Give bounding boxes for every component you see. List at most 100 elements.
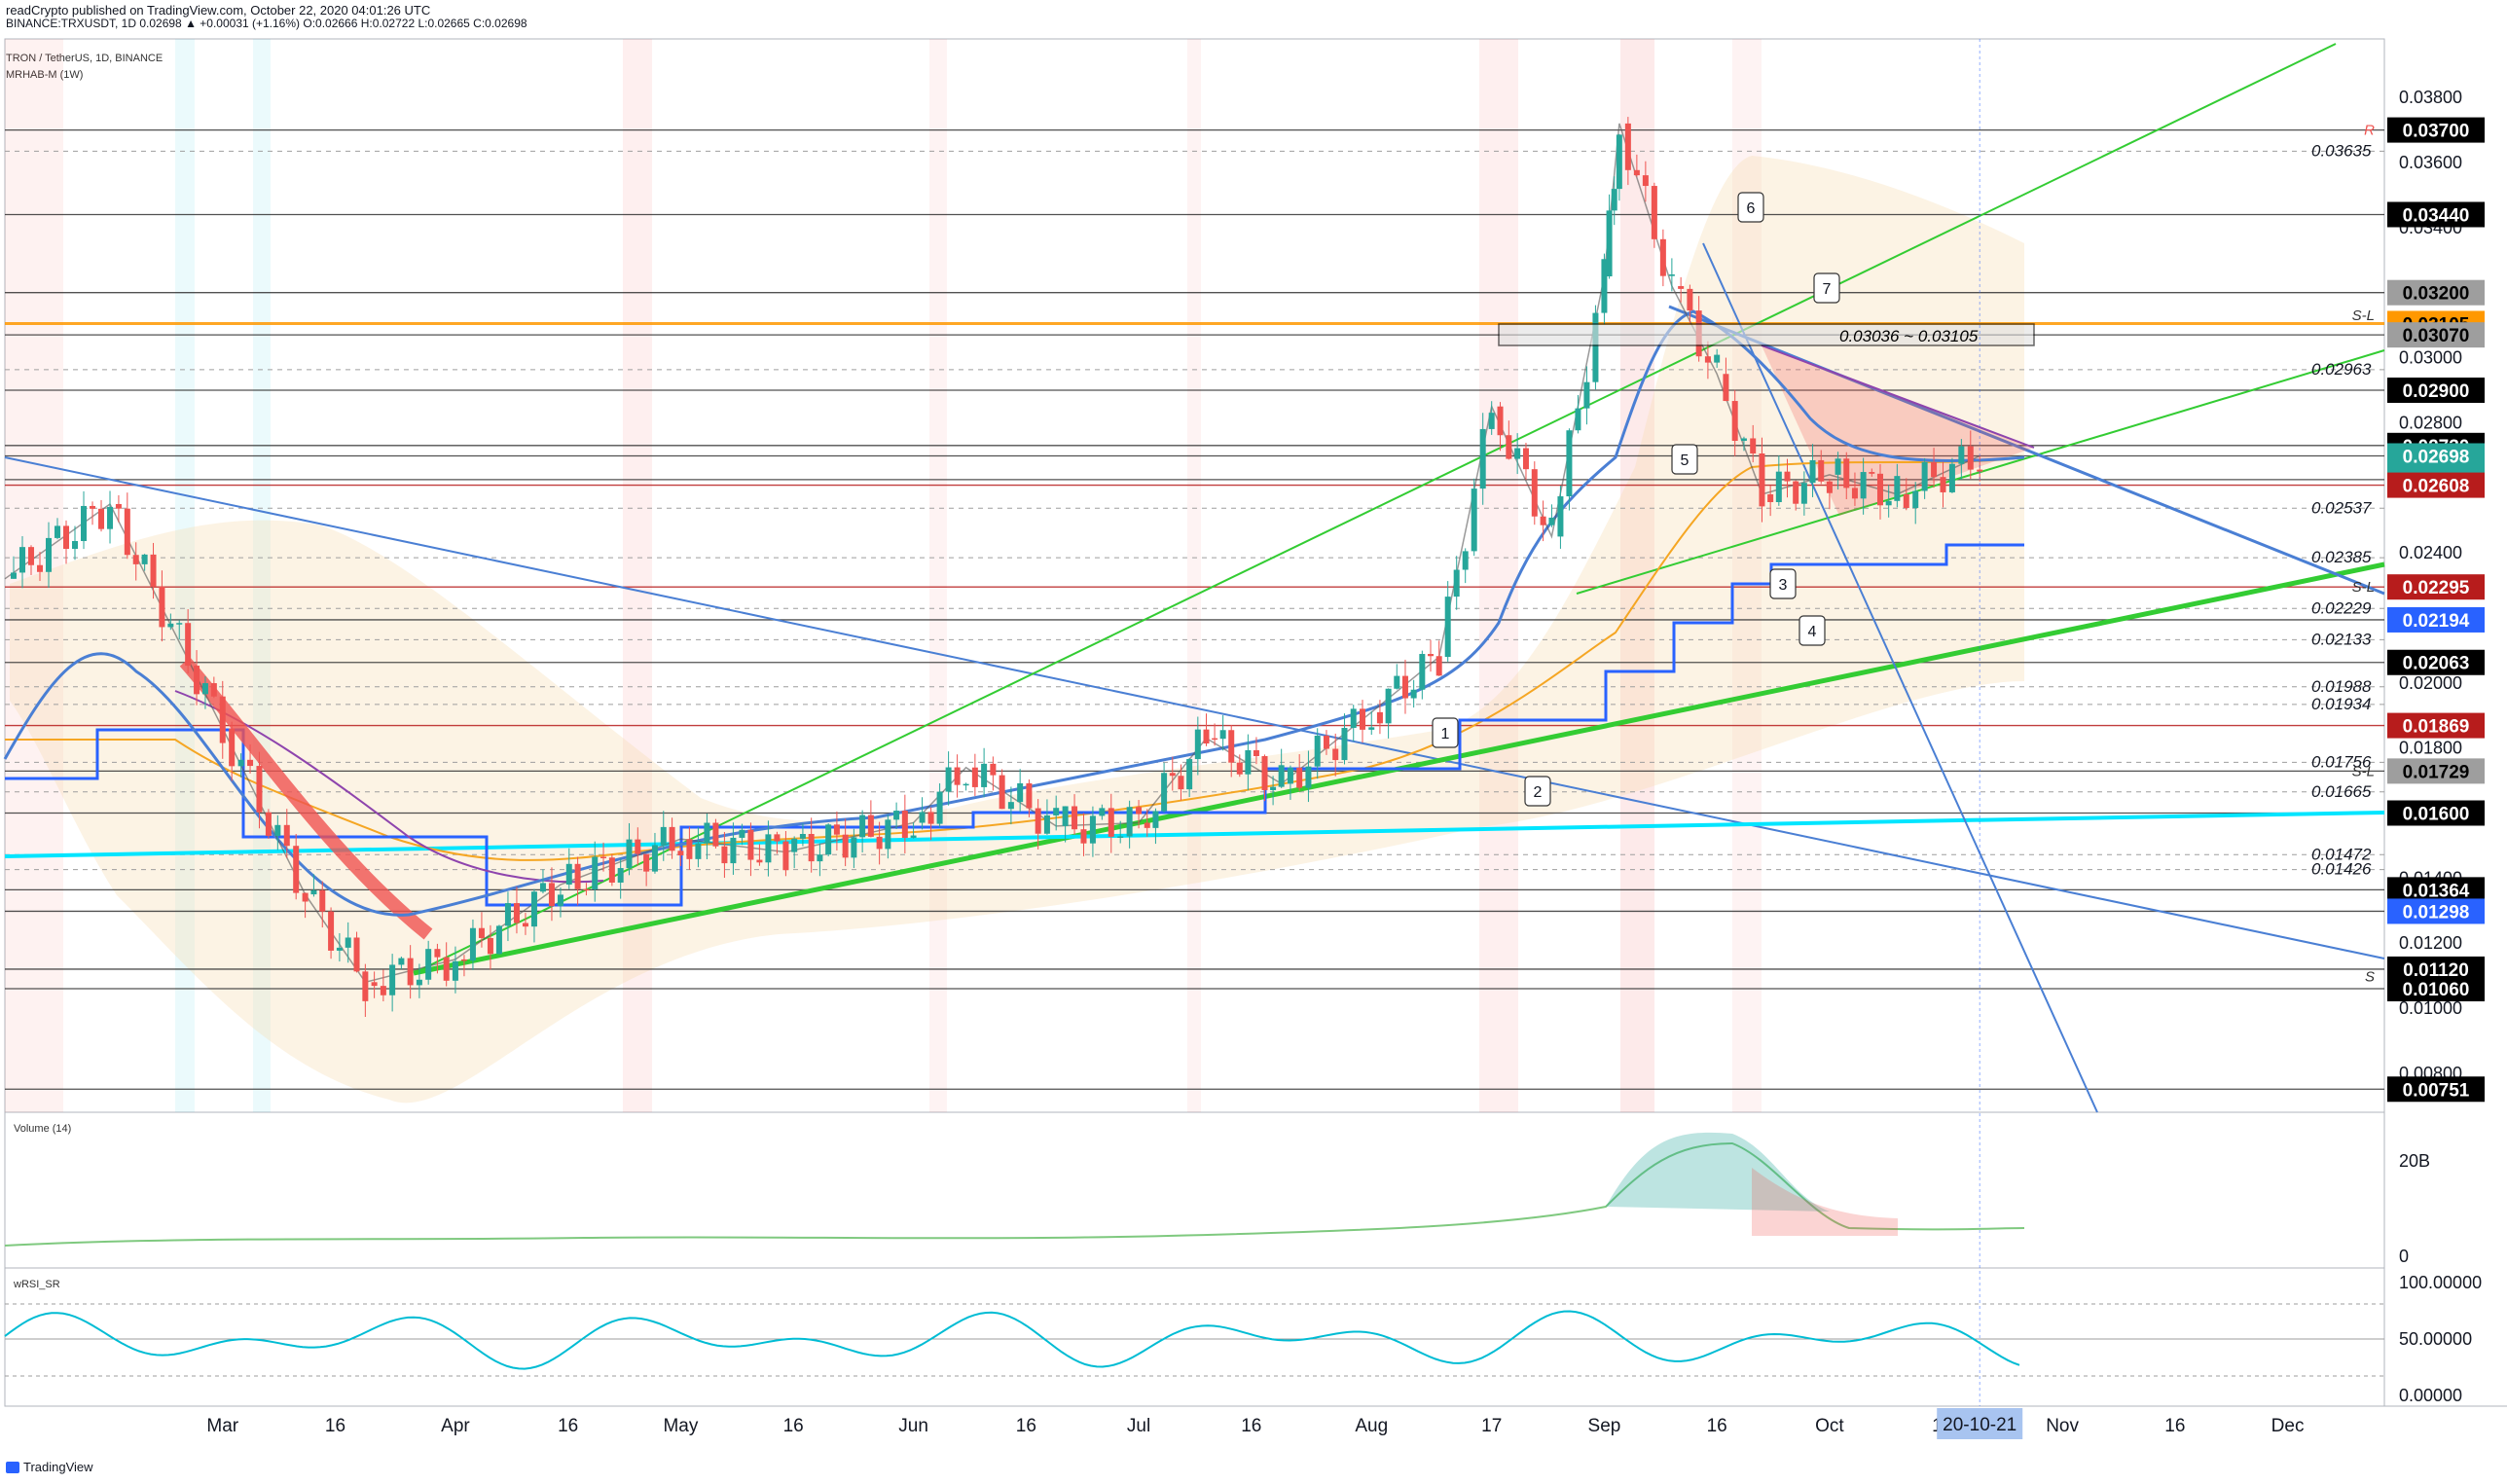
candle-body xyxy=(1236,762,1243,775)
candle-body xyxy=(28,547,35,565)
callout-box xyxy=(1769,568,1797,599)
candle-body xyxy=(319,889,326,912)
price-tick: 0.01000 xyxy=(2399,998,2462,1018)
candle-body xyxy=(1270,786,1277,790)
candle-body xyxy=(1099,808,1106,816)
candle-body xyxy=(98,508,105,529)
candle-body xyxy=(712,822,719,847)
candle-body xyxy=(1419,654,1426,690)
price-box: 0.03070 xyxy=(2387,322,2485,348)
level-label: 0.01934 xyxy=(2311,695,2371,713)
price-box-label: 0.02194 xyxy=(2403,611,2470,632)
candle-body xyxy=(1488,413,1495,429)
candle-body xyxy=(1869,472,1875,474)
price-tick: 0.02800 xyxy=(2399,413,2462,432)
symbol-title: TRON / TetherUS, 1D, BINANCE xyxy=(6,53,164,64)
candle-body xyxy=(1659,238,1666,276)
candle-body xyxy=(353,937,360,972)
candle-body xyxy=(1731,401,1738,442)
level-label: 0.01756 xyxy=(2311,752,2372,771)
candle-body xyxy=(1305,766,1312,788)
candle-body xyxy=(1506,435,1512,459)
callout-number: 4 xyxy=(1808,624,1817,640)
time-tick: Mar xyxy=(206,1416,238,1436)
candle-body xyxy=(1219,730,1226,740)
candle-body xyxy=(1826,481,1833,493)
candle-body xyxy=(1540,516,1546,525)
candle-body xyxy=(927,812,934,824)
time-tick: Sep xyxy=(1588,1416,1621,1436)
price-box-label: 0.01060 xyxy=(2403,980,2470,1000)
candle-body xyxy=(1296,767,1303,788)
candle-body xyxy=(1144,822,1150,828)
candle-body xyxy=(867,814,874,837)
candle-body xyxy=(574,863,581,889)
tradingview-logo[interactable]: TradingView xyxy=(6,1460,93,1474)
candle-body xyxy=(901,811,908,838)
candle-body xyxy=(63,525,70,550)
candle-body xyxy=(107,506,114,529)
candle-body xyxy=(1089,815,1096,844)
level-label: 0.03635 xyxy=(2311,141,2372,160)
price-box: 0.02063 xyxy=(2387,649,2485,675)
candle-body xyxy=(557,894,563,907)
candle-body xyxy=(1575,408,1581,431)
indicator-title: MRHAB-M (1W) xyxy=(6,69,84,81)
candle-body xyxy=(686,839,693,859)
candle-body xyxy=(936,791,943,824)
time-tick: 16 xyxy=(2164,1416,2185,1436)
candle-body xyxy=(695,843,702,859)
candle-body xyxy=(971,767,978,787)
candle-body xyxy=(1616,134,1622,190)
price-box: 0.02900 xyxy=(2387,377,2485,403)
candle-body xyxy=(1514,448,1521,459)
candle-body xyxy=(54,525,61,538)
callout-number: 7 xyxy=(1823,281,1832,298)
candle-body xyxy=(11,572,18,579)
candle-body xyxy=(1497,406,1504,436)
side-marker: S-L xyxy=(2352,763,2375,779)
candle-body xyxy=(1809,459,1816,484)
candle-body xyxy=(539,883,546,892)
candle-body xyxy=(1885,500,1892,506)
candle-body xyxy=(469,927,476,961)
candle-body xyxy=(1410,689,1417,699)
candle-body xyxy=(1161,773,1168,812)
candle-body xyxy=(1007,802,1014,810)
price-box: 0.03440 xyxy=(2387,201,2485,228)
volume-title: Volume (14) xyxy=(14,1123,71,1135)
side-markers: R S-L S-L S-L S xyxy=(2352,123,2376,986)
candle-body xyxy=(141,554,148,564)
candle-body xyxy=(1583,381,1590,409)
rsi-tick-0: 0.00000 xyxy=(2399,1386,2462,1405)
candle-body xyxy=(1136,807,1143,814)
candle-body xyxy=(1860,472,1867,499)
callout-number: 6 xyxy=(1747,200,1756,217)
candle-body xyxy=(1714,354,1721,363)
candle-body xyxy=(460,959,467,961)
candle-body xyxy=(1557,496,1564,537)
price-box-label: 0.01364 xyxy=(2403,881,2470,901)
candle-body xyxy=(859,814,866,838)
callout: 7 xyxy=(1813,272,1840,304)
candle-body xyxy=(1017,782,1024,803)
tradingview-icon xyxy=(6,1461,19,1473)
minor-uptrend-line xyxy=(413,43,2337,974)
candle-body xyxy=(1035,808,1041,834)
candle-body xyxy=(1341,727,1348,761)
time-tick: Aug xyxy=(1355,1416,1388,1436)
price-series xyxy=(4,117,1983,1017)
candle-body xyxy=(407,958,414,986)
candle-body xyxy=(210,683,217,697)
candle-body xyxy=(478,927,485,938)
price-box: 0.00751 xyxy=(2387,1076,2485,1103)
candle-body xyxy=(256,766,263,813)
side-marker: S-L xyxy=(2352,579,2375,596)
candle-body xyxy=(1253,749,1259,757)
time-tick: Apr xyxy=(441,1416,470,1436)
price-box-label: 0.02698 xyxy=(2403,447,2470,467)
price-tick: 0.03800 xyxy=(2399,88,2462,107)
candle-body xyxy=(548,883,555,907)
candle-body xyxy=(774,834,781,842)
